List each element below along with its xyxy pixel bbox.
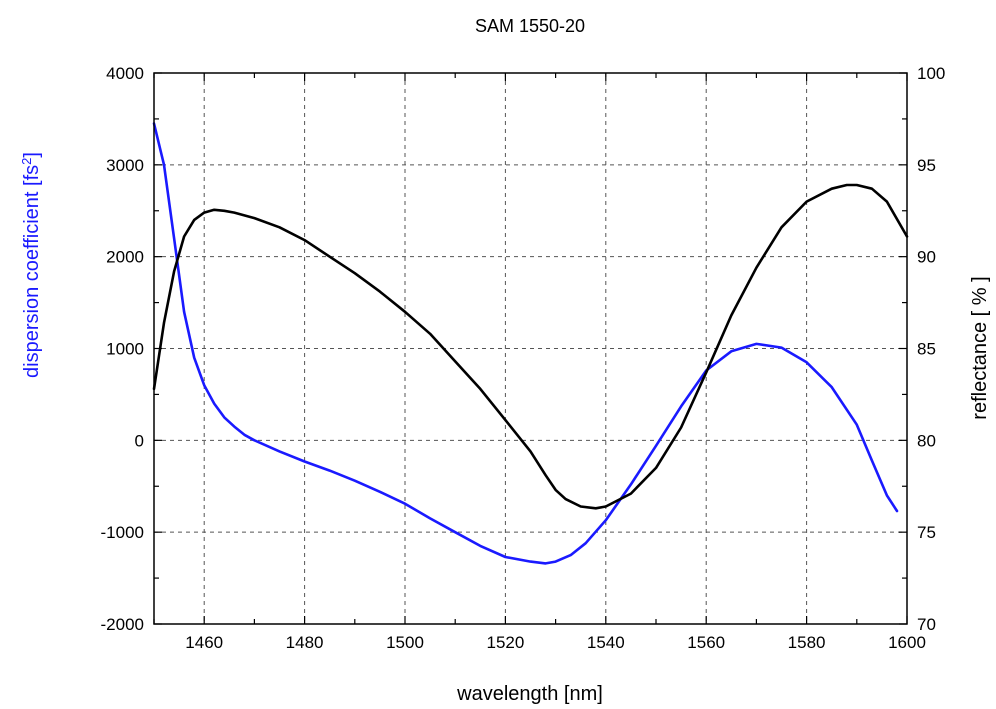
y-right-tick-label: 90 [917,248,936,267]
x-tick-label: 1560 [687,633,725,652]
grid-layer [154,73,907,624]
reflectance-series-line [152,183,909,510]
x-tick-label: 1540 [587,633,625,652]
y-left-axis-title-end: ] [21,152,43,158]
y-left-tick-label: -2000 [101,615,144,634]
y-right-tick-label: 80 [917,431,936,450]
y-left-axis-title-main: dispersion coefficient [fs [21,165,43,378]
y-left-axis-title-superscript: 2 [19,158,34,165]
x-tick-label: 1520 [486,633,524,652]
y-left-tick-label: 1000 [106,340,144,359]
x-axis-title: wavelength [nm] [456,683,603,705]
y-right-tick-label: 100 [917,64,945,83]
y-left-tick-label: -1000 [101,523,144,542]
x-tick-label: 1480 [286,633,324,652]
x-tick-label: 1460 [185,633,223,652]
y-right-tick-label: 75 [917,523,936,542]
tick-layer [153,72,908,625]
y-left-tick-label: 2000 [106,248,144,267]
series-layer [152,122,909,565]
label-layer: 1460 1480 1500 1520 1540 1560 1580 1600 -2000 -10… [101,64,946,652]
y-right-axis-title: reflectance [ % ] [969,276,991,419]
y-left-tick-label: 4000 [106,64,144,83]
y-right-tick-label: 95 [917,156,936,175]
y-left-tick-label: 0 [135,431,144,450]
x-tick-label: 1600 [888,633,926,652]
x-tick-label: 1580 [788,633,826,652]
y-left-tick-label: 3000 [106,156,144,175]
dispersion-series-line [152,122,899,565]
y-right-tick-label: 70 [917,615,936,634]
y-left-axis-title: dispersion coefficient [fs2] [19,152,44,378]
x-tick-label: 1500 [386,633,424,652]
y-right-tick-label: 85 [917,340,936,359]
chart-title: SAM 1550-20 [475,16,585,36]
